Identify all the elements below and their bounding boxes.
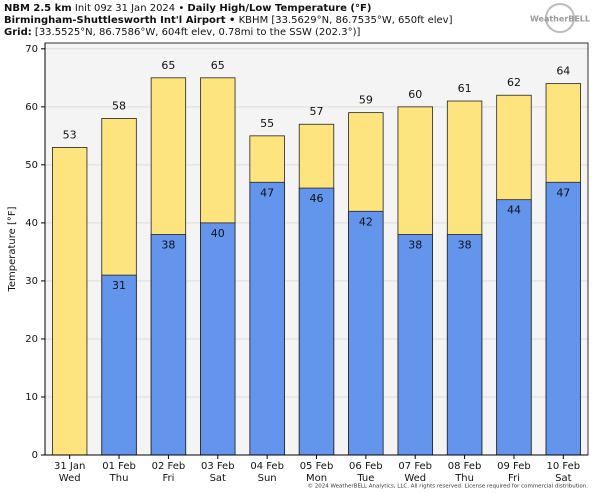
x-tick-label: 10 Feb (547, 461, 581, 472)
value-label: 40 (211, 227, 225, 240)
station-info: KBHM [33.5629°N, 86.7535°W, 650ft elev] (239, 15, 453, 26)
x-tick-sublabel: Fri (508, 473, 520, 484)
y-tick-label: 0 (32, 450, 38, 461)
station: Birmingham-Shuttlesworth Int'l Airport • (4, 15, 235, 26)
x-tick-label: 01 Feb (102, 461, 136, 472)
value-label: 57 (310, 105, 324, 118)
y-tick-label: 20 (25, 334, 38, 345)
x-tick-label: 02 Feb (152, 461, 186, 472)
value-label: 31 (112, 279, 126, 292)
value-label: 53 (63, 128, 77, 141)
y-tick-label: 70 (25, 44, 38, 55)
value-label: 59 (359, 94, 373, 107)
bar (446, 234, 483, 456)
value-label: 42 (359, 215, 373, 228)
bar (150, 234, 187, 456)
x-tick-sublabel: Mon (306, 473, 327, 484)
bar (348, 210, 384, 456)
x-tick-sublabel: Thu (109, 473, 129, 484)
y-axis-label: Temperature [°F] (7, 206, 18, 292)
value-label: 61 (458, 82, 472, 95)
bar (545, 181, 581, 456)
bar (249, 181, 285, 456)
x-tick-label: 05 Feb (300, 461, 334, 472)
x-tick-sublabel: Sat (555, 473, 571, 484)
value-label: 65 (161, 59, 175, 72)
x-tick-label: 31 Jan (54, 461, 85, 472)
logo: WeatherBELL (530, 15, 590, 24)
x-tick-label: 03 Feb (201, 461, 235, 472)
model: NBM 2.5 km (4, 3, 72, 14)
value-label: 64 (556, 65, 570, 78)
init: Init 09z 31 Jan 2024 • (75, 3, 184, 14)
value-label: 60 (408, 88, 422, 101)
x-tick-sublabel: Sat (210, 473, 226, 484)
x-tick-label: 04 Feb (250, 461, 284, 472)
value-label: 44 (507, 204, 521, 217)
value-label: 38 (408, 238, 422, 251)
bar (101, 274, 137, 456)
bar (200, 222, 236, 456)
footer: © 2024 WeatherBELL Analytics, LLC. All r… (308, 483, 589, 490)
x-tick-sublabel: Thu (454, 473, 474, 484)
x-tick-label: 06 Feb (349, 461, 383, 472)
x-tick-sublabel: Tue (356, 473, 374, 484)
value-label: 38 (458, 238, 472, 251)
value-label: 47 (260, 186, 274, 199)
x-tick-label: 07 Feb (398, 461, 432, 472)
header-line3: Grid: [33.5525°N, 86.7586°W, 604ft elev,… (4, 27, 360, 38)
value-label: 55 (260, 117, 274, 130)
x-tick-sublabel: Fri (162, 473, 174, 484)
chart-title: Daily High/Low Temperature (°F) (187, 3, 371, 14)
header-line2: Birmingham-Shuttlesworth Int'l Airport •… (4, 15, 453, 26)
bar (52, 147, 88, 456)
x-tick-sublabel: Wed (59, 473, 81, 484)
value-label: 46 (310, 192, 324, 205)
y-tick-label: 30 (25, 276, 38, 287)
y-tick-label: 10 (25, 392, 38, 403)
plot-frame (44, 42, 589, 456)
bar (496, 199, 532, 456)
y-tick-label: 60 (25, 102, 38, 113)
value-label: 47 (556, 186, 570, 199)
header-line1: NBM 2.5 km Init 09z 31 Jan 2024 • Daily … (4, 3, 371, 14)
grid-info: [33.5525°N, 86.7586°W, 604ft elev, 0.78m… (35, 27, 361, 38)
bar (298, 187, 335, 456)
x-tick-label: 08 Feb (448, 461, 482, 472)
value-label: 65 (211, 59, 225, 72)
x-tick-sublabel: Wed (404, 473, 426, 484)
y-tick-label: 50 (25, 160, 38, 171)
bar (397, 234, 433, 456)
value-label: 62 (507, 76, 521, 89)
y-tick-label: 40 (25, 218, 38, 229)
grid-label: Grid: (4, 27, 32, 38)
x-tick-label: 09 Feb (497, 461, 531, 472)
x-tick-sublabel: Sun (258, 473, 277, 484)
value-label: 38 (161, 238, 175, 251)
logo-icon (545, 3, 575, 33)
value-label: 58 (112, 99, 126, 112)
